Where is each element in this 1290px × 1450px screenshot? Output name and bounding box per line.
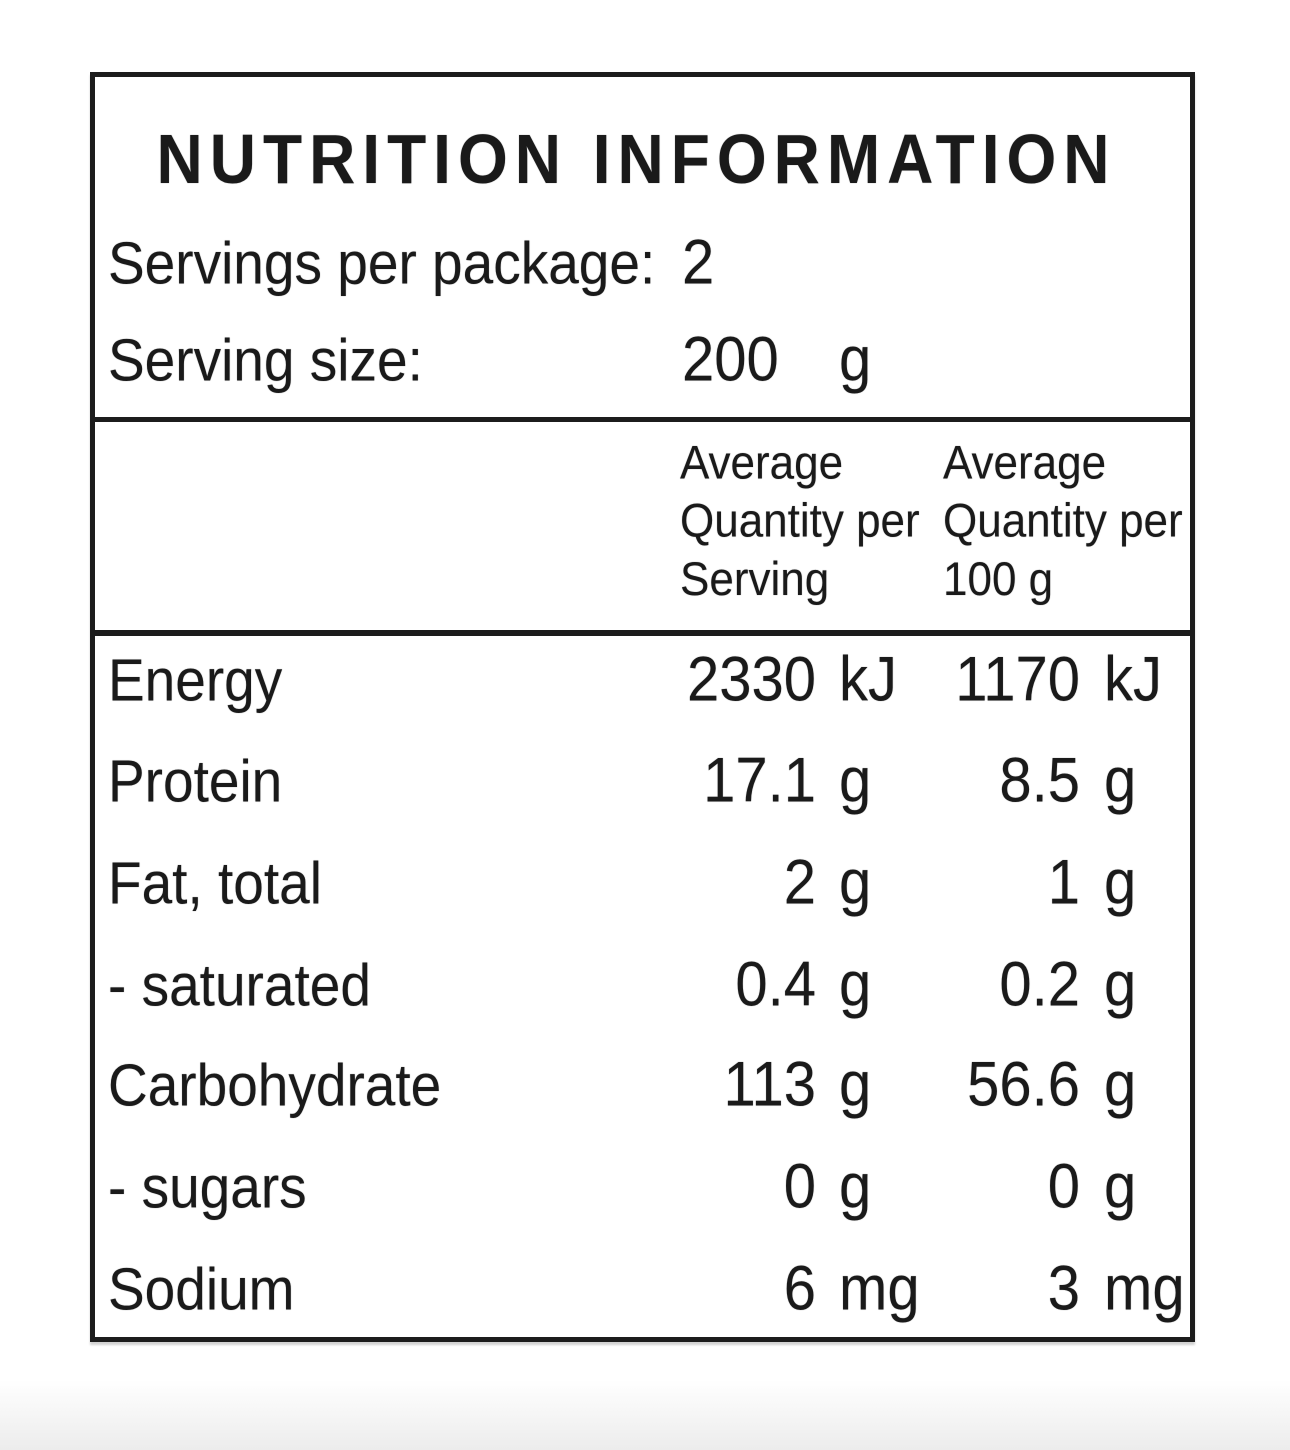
row-per100-unit: g — [1104, 949, 1137, 1020]
row-label: Sodium — [108, 1255, 295, 1323]
divider-top — [90, 417, 1195, 422]
row-label: Protein — [108, 747, 283, 815]
row-per100-unit: kJ — [1104, 644, 1162, 715]
column-header-per-100g: Average Quantity per 100 g — [943, 434, 1183, 609]
row-per100-value: 0.2 — [999, 949, 1080, 1020]
nutrition-information-panel: NUTRITION INFORMATION Servings per packa… — [90, 72, 1195, 1342]
row-serving-unit: mg — [839, 1253, 920, 1324]
per-serving-line1: Average — [680, 436, 844, 490]
row-sodium: Sodium 6 mg 3 mg — [95, 1253, 1190, 1324]
row-serving-unit: kJ — [839, 644, 897, 715]
row-serving-value: 17.1 — [703, 745, 816, 816]
row-per100-unit: g — [1104, 1151, 1137, 1222]
serving-size-row: Serving size: 200 g — [95, 324, 1190, 395]
row-per100-unit: g — [1104, 847, 1137, 918]
per-serving-line2: Quantity per — [680, 494, 920, 548]
row-per100-value: 56.6 — [967, 1049, 1080, 1120]
row-serving-value: 6 — [783, 1253, 816, 1324]
per-100g-line2: Quantity per — [943, 494, 1183, 548]
row-per100-value: 0 — [1047, 1151, 1080, 1222]
servings-per-package-label: Servings per package: — [108, 229, 656, 297]
divider-header — [90, 630, 1195, 636]
row-serving-unit: g — [839, 1151, 872, 1222]
row-energy: Energy 2330 kJ 1170 kJ — [95, 644, 1190, 715]
row-per100-value: 1 — [1047, 847, 1080, 918]
row-serving-unit: g — [839, 1049, 872, 1120]
row-per100-value: 8.5 — [999, 745, 1080, 816]
servings-per-package-value: 2 — [682, 227, 715, 298]
row-fat-total: Fat, total 2 g 1 g — [95, 847, 1190, 918]
row-label: Carbohydrate — [108, 1051, 442, 1119]
per-100g-line3: 100 g — [943, 552, 1054, 606]
row-label: Fat, total — [108, 849, 322, 917]
column-header-per-serving: Average Quantity per Serving — [680, 434, 920, 609]
row-per100-value: 3 — [1047, 1253, 1080, 1324]
row-per100-unit: mg — [1104, 1253, 1185, 1324]
row-label: - saturated — [108, 951, 371, 1019]
row-serving-unit: g — [839, 949, 872, 1020]
row-serving-value: 2 — [783, 847, 816, 918]
row-per100-value: 1170 — [955, 644, 1080, 715]
row-protein: Protein 17.1 g 8.5 g — [95, 745, 1190, 816]
row-per100-unit: g — [1104, 745, 1137, 816]
row-per100-unit: g — [1104, 1049, 1137, 1120]
row-label: Energy — [108, 646, 283, 714]
row-saturated: - saturated 0.4 g 0.2 g — [95, 949, 1190, 1020]
row-serving-unit: g — [839, 745, 872, 816]
serving-size-value: 200 — [682, 324, 779, 395]
row-serving-value: 113 — [723, 1049, 816, 1120]
row-label: - sugars — [108, 1153, 307, 1221]
row-carbohydrate: Carbohydrate 113 g 56.6 g — [95, 1049, 1190, 1120]
serving-size-label: Serving size: — [108, 326, 423, 394]
row-serving-value: 2330 — [686, 644, 816, 715]
row-serving-unit: g — [839, 847, 872, 918]
bottom-fade — [0, 1380, 1290, 1450]
row-serving-value: 0.4 — [735, 949, 816, 1020]
per-serving-line3: Serving — [680, 552, 830, 606]
row-serving-value: 0 — [783, 1151, 816, 1222]
servings-per-package-row: Servings per package: 2 — [95, 227, 1190, 298]
panel-title: NUTRITION INFORMATION — [156, 120, 1117, 198]
per-100g-line1: Average — [943, 436, 1107, 490]
serving-size-unit: g — [839, 324, 872, 395]
row-sugars: - sugars 0 g 0 g — [95, 1151, 1190, 1222]
